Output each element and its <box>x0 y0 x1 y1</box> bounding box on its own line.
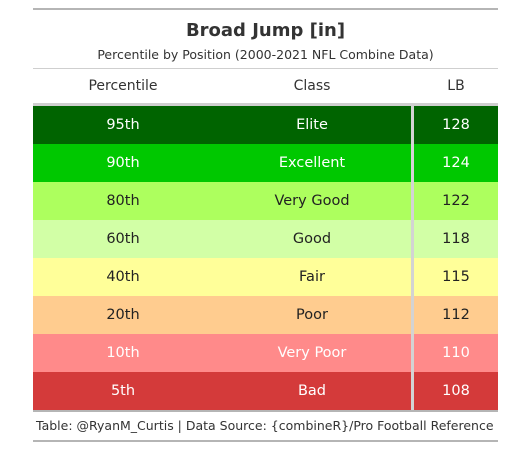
column-separator <box>411 334 414 372</box>
table-row: 40th Fair 115 <box>33 258 498 296</box>
cell-lb-value: 118 <box>442 231 470 247</box>
bottom-rule <box>33 410 498 412</box>
cell-class: Very Poor <box>277 345 347 361</box>
cell-percentile: 5th <box>110 383 136 399</box>
table-row: 10th Very Poor 110 <box>33 334 498 372</box>
cell-class: Elite <box>296 117 328 133</box>
header-class: Class <box>293 78 331 94</box>
header-divider <box>33 103 498 106</box>
cell-class: Fair <box>299 269 325 285</box>
header-lb: LB <box>447 78 465 94</box>
top-rule <box>33 8 498 10</box>
cell-class: Poor <box>296 307 328 323</box>
cell-percentile: 40th <box>106 269 140 285</box>
source-rule <box>33 440 498 442</box>
cell-lb-value: 108 <box>442 383 470 399</box>
table-row: 20th Poor 112 <box>33 296 498 334</box>
column-separator <box>411 296 414 334</box>
header-row: Percentile Class LB <box>33 69 498 103</box>
cell-lb-value: 124 <box>442 155 470 171</box>
table-title: Broad Jump [in] <box>185 20 346 41</box>
table-row: 80th Very Good 122 <box>33 182 498 220</box>
table-body: 95th Elite 128 90th Excellent 124 80th Very Goo… <box>33 106 498 410</box>
cell-class: Bad <box>297 383 327 399</box>
cell-class: Good <box>292 231 332 247</box>
column-separator <box>411 144 414 182</box>
cell-lb-value: 112 <box>442 307 470 323</box>
cell-class: Very Good <box>274 193 350 209</box>
cell-percentile: 80th <box>106 193 140 209</box>
table-row: 90th Excellent 124 <box>33 144 498 182</box>
table-row: 60th Good 118 <box>33 220 498 258</box>
cell-percentile: 90th <box>106 155 140 171</box>
cell-lb-value: 122 <box>442 193 470 209</box>
column-separator <box>411 372 414 410</box>
cell-percentile: 20th <box>106 307 140 323</box>
column-separator <box>411 182 414 220</box>
cell-percentile: 95th <box>106 117 140 133</box>
source-note: Table: @RyanM_Curtis | Data Source: {com… <box>36 418 494 433</box>
table-subtitle: Percentile by Position (2000-2021 NFL Co… <box>97 47 434 62</box>
column-separator <box>411 258 414 296</box>
cell-percentile: 10th <box>106 345 140 361</box>
cell-percentile: 60th <box>106 231 140 247</box>
table-row: 95th Elite 128 <box>33 106 498 144</box>
column-separator <box>411 220 414 258</box>
table-row: 5th Bad 108 <box>33 372 498 410</box>
cell-lb-value: 115 <box>442 269 470 285</box>
cell-lb-value: 110 <box>442 345 470 361</box>
cell-lb-value: 128 <box>442 117 470 133</box>
header-percentile: Percentile <box>88 78 158 94</box>
column-separator <box>411 106 414 144</box>
cell-class: Excellent <box>278 155 346 171</box>
title-divider <box>33 68 498 69</box>
percentile-table: Broad Jump [in] Percentile by Position (… <box>33 8 498 442</box>
